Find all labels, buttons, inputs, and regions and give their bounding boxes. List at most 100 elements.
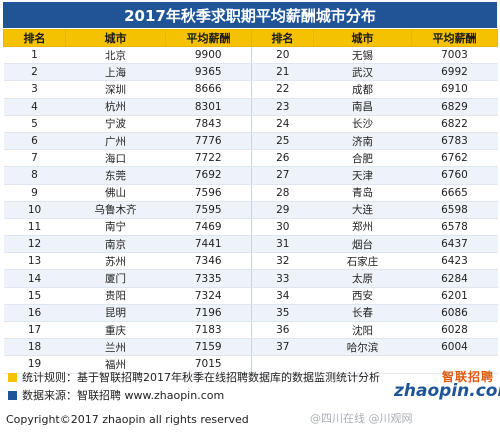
rule-note-text: 统计规则：基于智联招聘2017年秋季在线招聘数据库的数据监测统计分析: [22, 371, 380, 384]
left-rank-cell: 5: [3, 115, 66, 133]
left-rank-cell: 9: [3, 184, 66, 202]
left-rank-cell: 14: [3, 269, 66, 288]
table-row: 8 东莞 7692 27 天津 6760: [3, 166, 498, 185]
right-city-cell: 大连: [313, 201, 412, 219]
right-city-cell: 武汉: [313, 63, 412, 82]
table-row: 15 贵阳 7324 34 西安 6201: [3, 287, 498, 305]
left-salary-cell: 7335: [165, 269, 252, 288]
left-salary-cell: 7776: [165, 132, 252, 151]
right-salary-cell: 7003: [411, 46, 498, 65]
right-rank-cell: 30: [251, 218, 314, 237]
right-rank-cell: 32: [251, 252, 314, 271]
zhaopin-logo: 智联招聘 zhaopin.com: [392, 368, 500, 402]
left-rank-cell: 15: [3, 287, 66, 305]
left-rank-cell: 1: [3, 46, 66, 65]
table-row: 19 福州 7015: [3, 355, 498, 374]
right-rank-cell: 21: [251, 63, 314, 82]
table-row: 14 厦门 7335 33 太原 6284: [3, 269, 498, 288]
left-city-cell: 贵阳: [65, 287, 166, 305]
logo-cn-text: 智联招聘: [441, 370, 494, 384]
right-city-cell: 石家庄: [313, 252, 412, 271]
left-city-cell: 海口: [65, 149, 166, 168]
left-salary-cell: 7692: [165, 166, 252, 185]
left-salary-cell: 9900: [165, 46, 252, 65]
right-salary-cell: 6201: [411, 287, 498, 305]
left-salary-cell: 9365: [165, 63, 252, 82]
table-row: 5 宁波 7843 24 长沙 6822: [3, 115, 498, 133]
right-salary-cell: 6783: [411, 132, 498, 151]
right-salary-cell: 6028: [411, 321, 498, 340]
right-city-cell: 长春: [313, 304, 412, 323]
right-city-cell: 西安: [313, 287, 412, 305]
right-city-cell: 济南: [313, 132, 412, 151]
right-city-cell: 沈阳: [313, 321, 412, 340]
header-salary-right: 平均薪酬: [411, 29, 498, 47]
left-salary-cell: 8666: [165, 80, 252, 99]
salary-table: 排名 城市 平均薪酬 排名 城市 平均薪酬 1 北京 9900 20 无锡 7003 2 上海…: [3, 29, 498, 374]
right-salary-cell: 6760: [411, 166, 498, 185]
right-city-cell: 无锡: [313, 46, 412, 65]
right-city-cell: 合肥: [313, 149, 412, 168]
left-rank-cell: 6: [3, 132, 66, 151]
right-salary-cell: 6822: [411, 115, 498, 133]
header-rank-right: 排名: [251, 29, 314, 47]
left-city-cell: 佛山: [65, 184, 166, 202]
left-salary-cell: 7324: [165, 287, 252, 305]
left-rank-cell: 3: [3, 80, 66, 99]
left-city-cell: 南京: [65, 235, 166, 254]
header-salary-left: 平均薪酬: [165, 29, 252, 47]
left-rank-cell: 17: [3, 321, 66, 340]
left-rank-cell: 8: [3, 166, 66, 185]
table-row: 11 南宁 7469 30 郑州 6578: [3, 218, 498, 237]
right-city-cell: 太原: [313, 269, 412, 288]
left-city-cell: 北京: [65, 46, 166, 65]
table-row: 7 海口 7722 26 合肥 6762: [3, 149, 498, 168]
right-rank-cell: 35: [251, 304, 314, 323]
left-rank-cell: 4: [3, 98, 66, 116]
left-rank-cell: 13: [3, 252, 66, 271]
yellow-square-icon: [8, 372, 17, 382]
right-city-cell: 青岛: [313, 184, 412, 202]
right-rank-cell: 34: [251, 287, 314, 305]
right-salary-cell: 6437: [411, 235, 498, 254]
left-salary-cell: 7596: [165, 184, 252, 202]
table-row: 6 广州 7776 25 济南 6783: [3, 132, 498, 151]
table-row: 10 乌鲁木齐 7595 29 大连 6598: [3, 201, 498, 219]
header-rank-left: 排名: [3, 29, 66, 47]
table-row: 1 北京 9900 20 无锡 7003: [3, 46, 498, 65]
left-rank-cell: 10: [3, 201, 66, 219]
table-row: 16 昆明 7196 35 长春 6086: [3, 304, 498, 323]
left-salary-cell: 7722: [165, 149, 252, 168]
right-city-cell: 哈尔滨: [313, 338, 412, 357]
table-row: 13 苏州 7346 32 石家庄 6423: [3, 252, 498, 271]
left-city-cell: 东莞: [65, 166, 166, 185]
right-salary-cell: 6910: [411, 80, 498, 99]
left-city-cell: 宁波: [65, 115, 166, 133]
left-city-cell: 厦门: [65, 269, 166, 288]
right-salary-cell: 6086: [411, 304, 498, 323]
right-salary-cell: [411, 355, 498, 374]
left-rank-cell: 2: [3, 63, 66, 82]
left-rank-cell: 11: [3, 218, 66, 237]
table-row: 18 兰州 7159 37 哈尔滨 6004: [3, 338, 498, 357]
table-row: 2 上海 9365 21 武汉 6992: [3, 63, 498, 82]
left-city-cell: 广州: [65, 132, 166, 151]
left-rank-cell: 19: [3, 355, 66, 374]
right-salary-cell: 6598: [411, 201, 498, 219]
copyright-footer: Copyright©2017 zhaopin all rights reserv…: [6, 413, 249, 426]
table-row: 17 重庆 7183 36 沈阳 6028: [3, 321, 498, 340]
left-rank-cell: 12: [3, 235, 66, 254]
right-salary-cell: 6284: [411, 269, 498, 288]
table-row: 3 深圳 8666 22 成都 6910: [3, 80, 498, 99]
source-note-text: 数据来源：智联招聘 www.zhaopin.com: [22, 389, 225, 402]
right-rank-cell: 36: [251, 321, 314, 340]
right-rank-cell: 24: [251, 115, 314, 133]
right-rank-cell: 22: [251, 80, 314, 99]
right-rank-cell: 31: [251, 235, 314, 254]
left-city-cell: 兰州: [65, 338, 166, 357]
header-city-left: 城市: [65, 29, 166, 47]
right-city-cell: [313, 355, 412, 374]
left-rank-cell: 7: [3, 149, 66, 168]
left-salary-cell: 7595: [165, 201, 252, 219]
left-city-cell: 重庆: [65, 321, 166, 340]
